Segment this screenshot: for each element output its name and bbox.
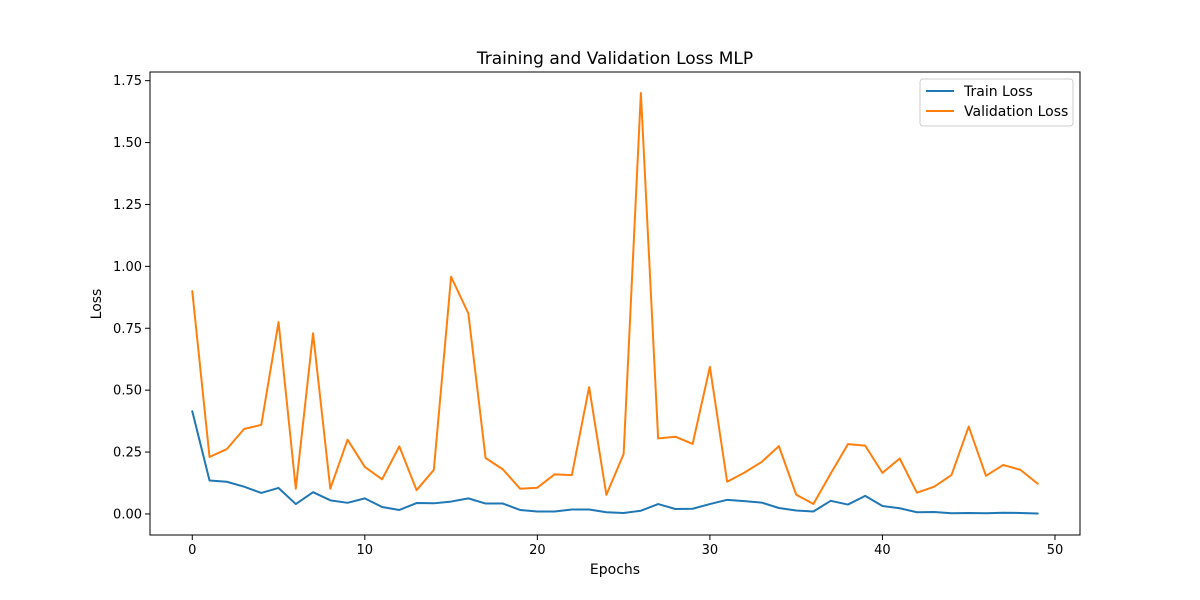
legend-label-validation-loss: Validation Loss xyxy=(964,104,1068,120)
y-tick-label: 1.75 xyxy=(113,74,142,89)
plot-frame xyxy=(149,71,1081,536)
series-lines xyxy=(191,92,1039,515)
y-tick-label: 0.25 xyxy=(113,446,142,461)
x-tick-label: 40 xyxy=(874,543,891,558)
y-tick-label: 0.75 xyxy=(113,322,142,337)
x-tick-label: 20 xyxy=(529,543,546,558)
y-tick-label: 1.25 xyxy=(113,198,142,213)
series-line-validation-loss xyxy=(191,92,1039,506)
y-tick-label: 0.50 xyxy=(113,384,142,399)
y-tick-label: 1.00 xyxy=(113,260,142,275)
legend-label-train-loss: Train Loss xyxy=(963,84,1033,100)
y-axis-ticks: 0.00 0.25 0.50 0.75 1.00 1.25 1.50 1.75 xyxy=(113,74,150,522)
x-axis-ticks: 0 10 20 30 40 50 xyxy=(188,535,1063,558)
legend: Train Loss Validation Loss xyxy=(919,78,1074,127)
series-line-train-loss xyxy=(191,410,1039,515)
x-tick-label: 10 xyxy=(357,543,374,558)
y-axis-title: Loss xyxy=(89,289,105,320)
x-tick-label: 50 xyxy=(1047,543,1064,558)
chart-title: Training and Validation Loss MLP xyxy=(476,49,753,69)
y-tick-label: 1.50 xyxy=(113,136,142,151)
x-tick-label: 0 xyxy=(188,543,196,558)
y-tick-label: 0.00 xyxy=(113,507,142,522)
plot-area xyxy=(149,71,1081,536)
x-axis-title: Epochs xyxy=(590,562,640,578)
x-tick-label: 30 xyxy=(702,543,719,558)
legend-box xyxy=(919,78,1074,127)
